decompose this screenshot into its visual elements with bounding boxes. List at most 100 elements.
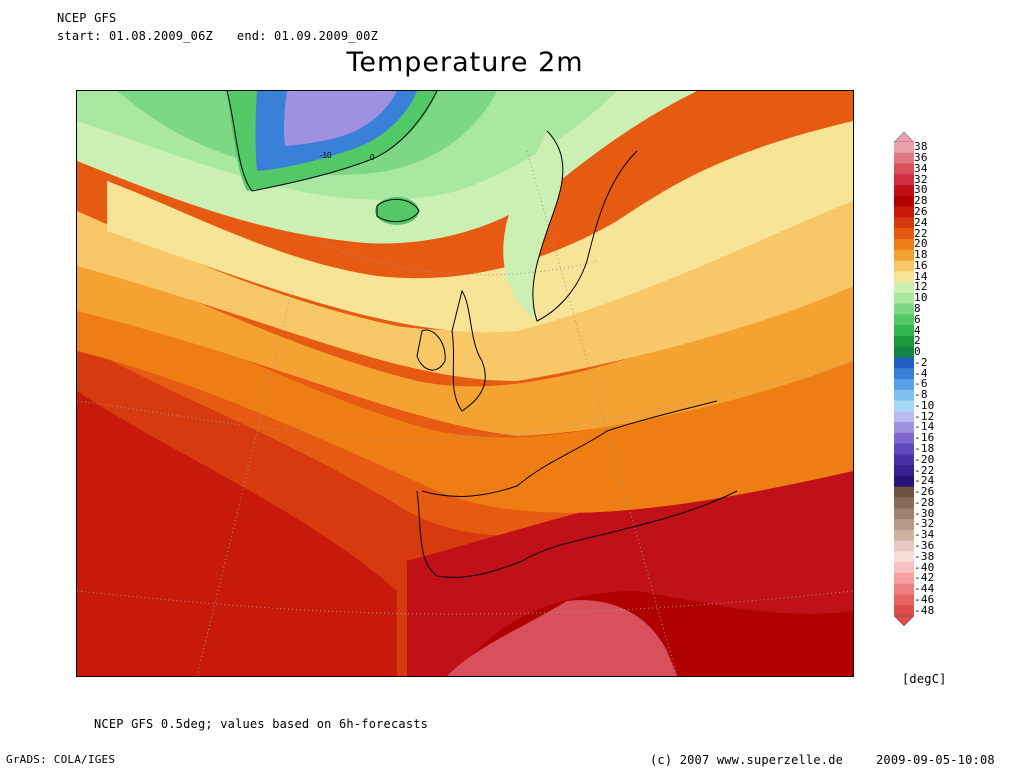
scale-band (894, 422, 914, 434)
scale-band (894, 228, 914, 240)
scale-band (894, 282, 914, 294)
scale-band (894, 292, 914, 304)
coastlines (226, 91, 738, 578)
scale-label: -28 (914, 495, 935, 509)
scale-label: 6 (914, 312, 921, 326)
scale-band (894, 163, 914, 175)
scale-arrow-bottom (894, 615, 914, 626)
end-time: end: 01.09.2009_00Z (236, 29, 378, 43)
scale-label: -4 (914, 366, 928, 380)
scale-band (894, 443, 914, 455)
scale-label: 14 (914, 269, 928, 283)
footnote: NCEP GFS 0.5deg; values based on 6h-fore… (94, 717, 429, 731)
scale-label: 32 (914, 172, 928, 186)
scale-label: -30 (914, 506, 935, 520)
scale-label: -40 (914, 560, 935, 574)
scale-label: -18 (914, 442, 935, 456)
scale-band (894, 519, 914, 531)
scale-band (894, 475, 914, 488)
temperature-field: -10 0 (77, 91, 853, 676)
scale-label: 38 (914, 140, 928, 154)
scale-label: 10 (914, 291, 928, 305)
band-18-20 (77, 251, 853, 436)
scale-band (894, 249, 914, 261)
scale-label: -8 (914, 388, 928, 402)
scale-label: 28 (914, 194, 928, 208)
scale-band (894, 529, 914, 541)
scale-band (894, 605, 914, 617)
scale-band (894, 465, 914, 477)
scale-band (894, 142, 914, 154)
scale-band (894, 508, 914, 520)
scale-label: -32 (914, 517, 935, 531)
start-time: start: 01.08.2009_06Z (57, 29, 213, 43)
scale-band (894, 497, 914, 509)
scale-label: 30 (914, 183, 928, 197)
scale-band (894, 174, 914, 186)
scale-band (894, 432, 914, 445)
scale-band (894, 389, 914, 401)
scale-band (894, 551, 914, 563)
scale-band (894, 562, 914, 574)
graticule (77, 150, 853, 676)
scale-band (894, 152, 914, 164)
scale-band (894, 594, 914, 606)
scale-band (894, 583, 914, 595)
copyright: (c) 2007 www.superzelle.de (650, 753, 844, 767)
scale-band (894, 303, 914, 315)
scale-label: 34 (914, 161, 928, 175)
scale-label: -34 (914, 528, 935, 542)
scale-band (894, 572, 914, 585)
scale-label: -12 (914, 409, 935, 423)
band-26-28-atlantic (77, 391, 397, 676)
scale-band (894, 400, 914, 412)
iceland (375, 197, 419, 225)
scale-band (894, 346, 914, 358)
scale-band (894, 454, 914, 466)
band-14-16 (107, 121, 853, 333)
scale-band (894, 195, 914, 208)
scale-label: 4 (914, 323, 921, 337)
scale-label: 24 (914, 215, 928, 229)
unit-label: [degC] (902, 672, 947, 686)
scale-label: -22 (914, 463, 935, 477)
scale-band (894, 217, 914, 229)
scale-label: 26 (914, 205, 928, 219)
scale-label: -2 (914, 355, 928, 369)
band-20-22 (77, 291, 853, 513)
scale-label: 18 (914, 248, 928, 262)
scale-label: -42 (914, 571, 935, 585)
grads-credit: GrADS: COLA/IGES (6, 753, 116, 766)
scale-band (894, 486, 914, 498)
scale-label: -16 (914, 431, 935, 445)
scale-band (894, 325, 914, 337)
scale-band (894, 206, 914, 218)
scale-label: -10 (914, 398, 935, 412)
scale-band (894, 314, 914, 326)
scale-label: -20 (914, 452, 935, 466)
scale-label: 20 (914, 237, 928, 251)
scale-label: -38 (914, 549, 935, 563)
map-title: Temperature 2m (346, 47, 584, 78)
scale-label: -46 (914, 592, 935, 606)
temperature-map: -10 0 (76, 90, 854, 677)
scale-band (894, 540, 914, 552)
color-scale (894, 132, 914, 626)
scale-band (894, 379, 914, 391)
scale-label: 16 (914, 258, 928, 272)
scale-band (894, 335, 914, 348)
scale-band (894, 185, 914, 197)
scale-band (894, 411, 914, 423)
scale-arrow-top (894, 132, 914, 143)
contour-label: 0 (370, 153, 375, 162)
scale-label: 36 (914, 151, 928, 165)
scale-band (894, 368, 914, 380)
scale-label: -6 (914, 377, 928, 391)
scale-label: 12 (914, 280, 928, 294)
forecast-period: start: 01.08.2009_06Z end: 01.09.2009_00Z (57, 29, 378, 43)
scale-band (894, 357, 914, 369)
scale-band (894, 260, 914, 272)
scale-label: -24 (914, 474, 935, 488)
scale-band (894, 271, 914, 283)
greenland-ice (283, 91, 397, 146)
